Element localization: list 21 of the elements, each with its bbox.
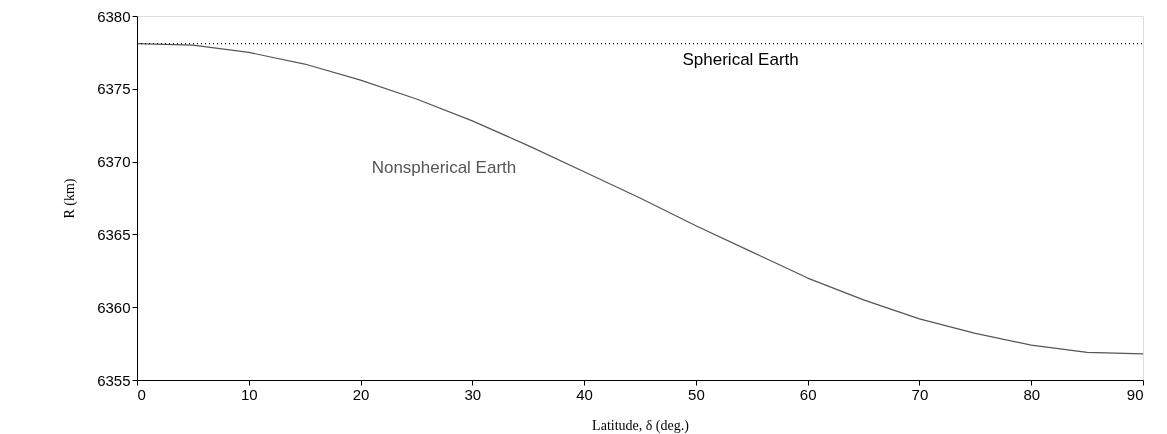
x-tick-label: 0 [137, 385, 146, 403]
y-tick-label: 6365 [97, 225, 131, 243]
y-tick-label: 6370 [97, 153, 131, 171]
x-tick-label: 60 [799, 385, 817, 403]
x-tick-label: 40 [576, 385, 593, 403]
x-tick-label: 50 [688, 385, 705, 403]
y-tick-label: 6375 [97, 80, 131, 98]
y-tick-label: 6380 [97, 7, 131, 25]
y-axis-title: R (km) [62, 178, 79, 219]
x-tick-label: 80 [1023, 385, 1041, 403]
x-tick-label: 10 [240, 385, 258, 403]
x-tick-label: 30 [464, 385, 482, 403]
x-tick-label: 90 [1126, 385, 1144, 403]
series-label: Nonspherical Earth [371, 157, 517, 177]
line-series [136, 43, 1144, 355]
x-tick-label: 20 [352, 385, 370, 403]
x-tick-label: 70 [911, 385, 929, 403]
ref-line-label: Spherical Earth [682, 49, 799, 69]
y-tick-label: 6355 [97, 371, 131, 389]
y-tick-label: 6360 [97, 298, 131, 316]
x-axis-title: Latitude, δ (deg.) [592, 417, 690, 434]
